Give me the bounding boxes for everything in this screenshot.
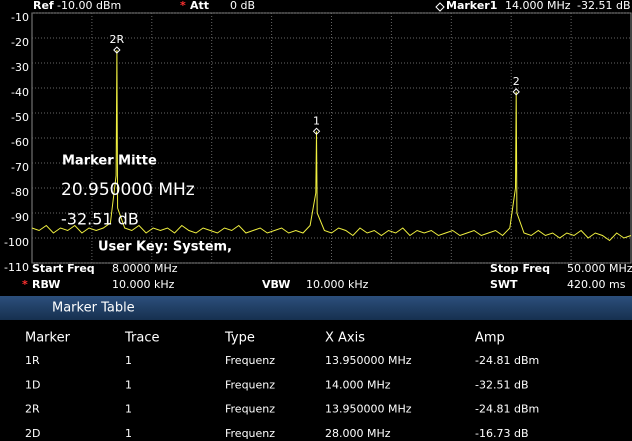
y-tick-label: -110	[4, 261, 29, 274]
table-cell: Frequenz	[225, 378, 275, 391]
y-tick-label: -80	[11, 186, 29, 199]
table-cell: 1	[125, 378, 132, 391]
stop-value: 50.000 MHz	[567, 262, 632, 275]
y-tick-label: -50	[11, 111, 29, 124]
stop-label: Stop Freq	[490, 262, 550, 275]
table-cell: 1	[125, 354, 132, 367]
table-title-bar	[0, 296, 632, 320]
marker-icon	[435, 2, 445, 12]
table-cell: -24.81 dBm	[475, 354, 539, 367]
overlay-title: Marker Mitte	[62, 154, 157, 169]
marker-freq: 14.000 MHz	[505, 0, 571, 12]
att-star: *	[180, 0, 186, 12]
y-tick-label: -90	[11, 211, 29, 224]
table-cell: Frequenz	[225, 403, 275, 416]
marker-label: 2R	[110, 33, 125, 46]
table-cell: 1	[125, 427, 132, 440]
table-cell: -32.51 dB	[475, 378, 529, 391]
table-cell: Frequenz	[225, 427, 275, 440]
column-header: Amp	[475, 331, 505, 346]
y-tick-label: -10	[11, 11, 29, 24]
ref-label: Ref	[33, 0, 54, 12]
y-tick-label: -20	[11, 36, 29, 49]
column-header: X Axis	[325, 331, 365, 346]
marker-diamond	[512, 88, 520, 96]
table-cell: 13.950000 MHz	[325, 354, 412, 367]
y-tick-label: -100	[4, 236, 29, 249]
rbw-value: 10.000 kHz	[112, 278, 175, 291]
rbw-label: RBW	[32, 278, 60, 291]
table-cell: 13.950000 MHz	[325, 403, 412, 416]
table-cell: 2D	[25, 427, 40, 440]
overlay-amp: -32.51 dB	[61, 210, 139, 229]
table-cell: -24.81 dBm	[475, 403, 539, 416]
swt-label: SWT	[490, 278, 518, 291]
table-cell: 14.000 MHz	[325, 378, 391, 391]
plot: -10 -20 -30 -40 -50 -60 -70 -80 -90 -100 -110 2R 1 2	[4, 11, 632, 274]
marker-label: Marker1	[446, 0, 497, 12]
table-cell: Frequenz	[225, 354, 275, 367]
table-cell: 1	[125, 403, 132, 416]
table-cell: 28.000 MHz	[325, 427, 391, 440]
overlay-freq: 20.950000 MHz	[61, 180, 195, 200]
column-header: Trace	[124, 331, 160, 346]
column-header: Marker	[25, 331, 71, 346]
marker-diamond	[113, 46, 121, 54]
marker-diamond	[312, 127, 321, 136]
y-tick-label: -60	[11, 136, 29, 149]
user-key: User Key: System,	[98, 240, 232, 255]
table-cell: -16.73 dB	[475, 427, 529, 440]
table-cell: 2R	[25, 403, 40, 416]
vbw-label: VBW	[262, 278, 290, 291]
table-title: Marker Table	[52, 301, 135, 316]
ref-value: -10.00 dBm	[57, 0, 121, 12]
marker-label: 1	[313, 114, 320, 127]
y-tick-label: -40	[11, 86, 29, 99]
marker-table: Marker Trace Type X Axis Amp 1R 1 Frequenz 13.95…	[25, 331, 539, 440]
marker-amp: -32.51 dB	[577, 0, 631, 12]
table-cell: 1R	[25, 354, 40, 367]
marker-label: 2	[513, 75, 520, 88]
table-cell: 1D	[25, 378, 40, 391]
att-value: 0 dB	[230, 0, 255, 12]
column-header: Type	[224, 331, 255, 346]
att-label: Att	[190, 0, 209, 12]
swt-value: 420.00 ms	[567, 278, 626, 291]
vbw-value: 10.000 kHz	[306, 278, 369, 291]
y-tick-label: -30	[11, 61, 29, 74]
y-tick-label: -70	[11, 161, 29, 174]
start-label: Start Freq	[32, 262, 95, 275]
trace	[31, 49, 632, 242]
rbw-star: *	[22, 278, 28, 291]
start-value: 8.0000 MHz	[112, 262, 178, 275]
